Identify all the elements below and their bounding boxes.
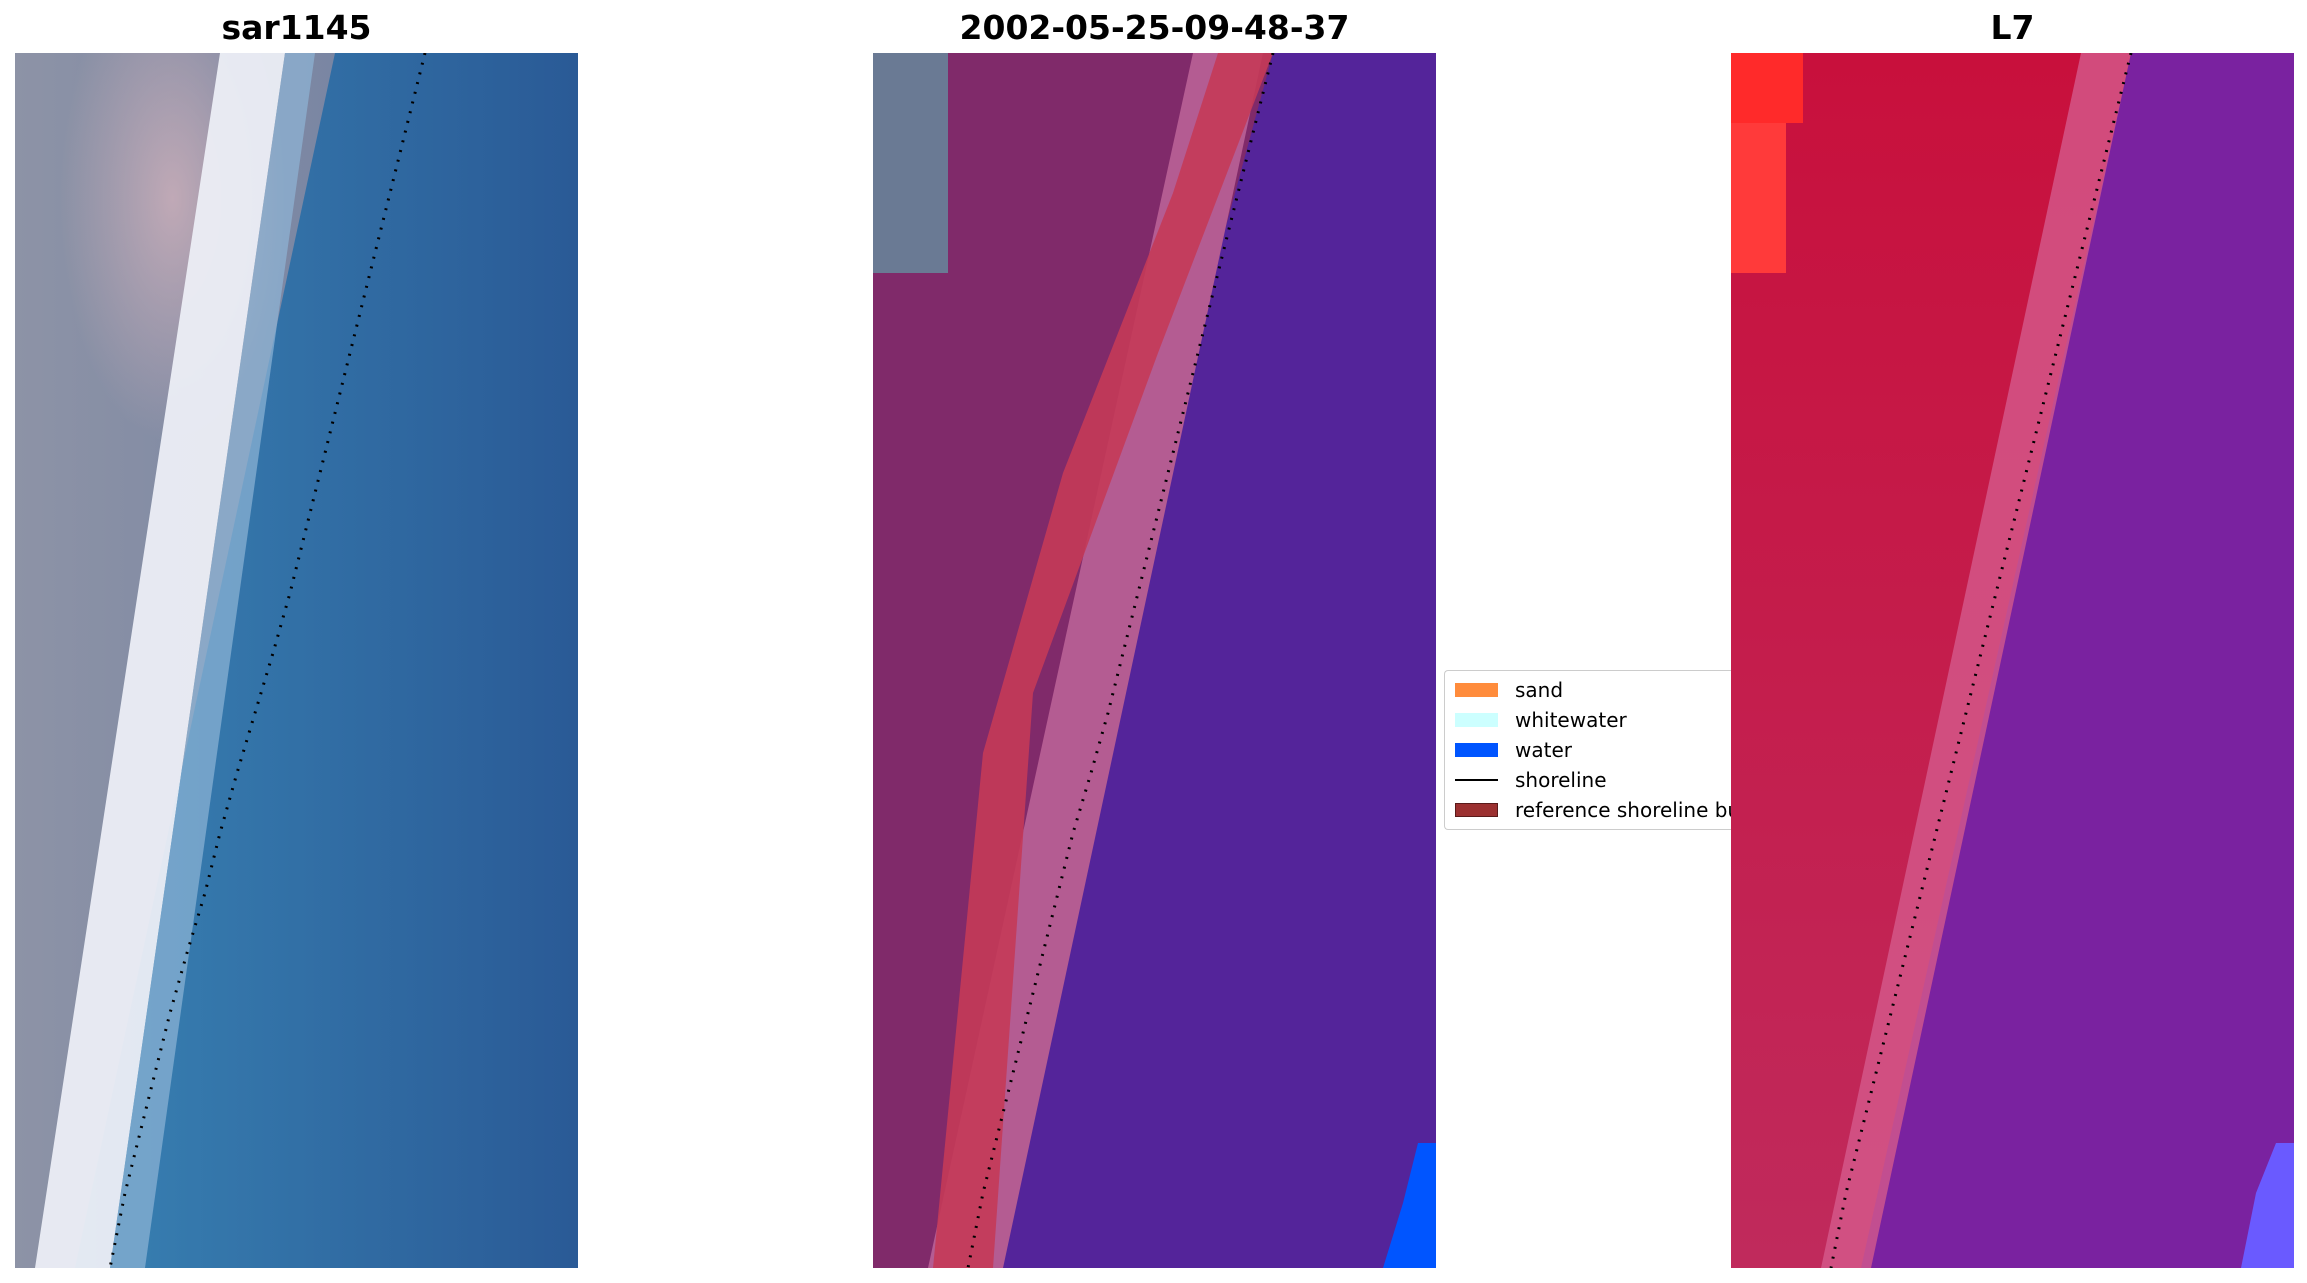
panel-title-classified: 2002-05-25-09-48-37 — [959, 8, 1350, 47]
shoreline-line — [1829, 53, 2133, 1268]
rgb-image-panel — [15, 53, 578, 1268]
legend-swatch-reference-buffer — [1455, 803, 1498, 817]
legend-label-sand: sand — [1515, 678, 1564, 702]
classified-image-panel — [873, 53, 1436, 1268]
legend-swatch-water — [1455, 743, 1498, 757]
legend-swatch-sand — [1455, 683, 1498, 697]
index-image-panel — [1731, 53, 2294, 1268]
classified-image — [873, 53, 1436, 1268]
panel-title-index: L7 — [1990, 8, 2035, 47]
legend: sand whitewater water shoreline referenc… — [1444, 670, 1731, 830]
panel-title-rgb: sar1145 — [221, 8, 372, 47]
legend-swatch-whitewater — [1455, 713, 1498, 727]
legend-line-shoreline — [1455, 779, 1498, 781]
legend-label-water: water — [1515, 738, 1572, 762]
rgb-image — [15, 53, 578, 1268]
legend-label-shoreline: shoreline — [1515, 768, 1607, 792]
index-image — [1731, 53, 2294, 1268]
legend-label-reference-buffer: reference shoreline buffer — [1515, 798, 1731, 822]
legend-label-whitewater: whitewater — [1515, 708, 1627, 732]
